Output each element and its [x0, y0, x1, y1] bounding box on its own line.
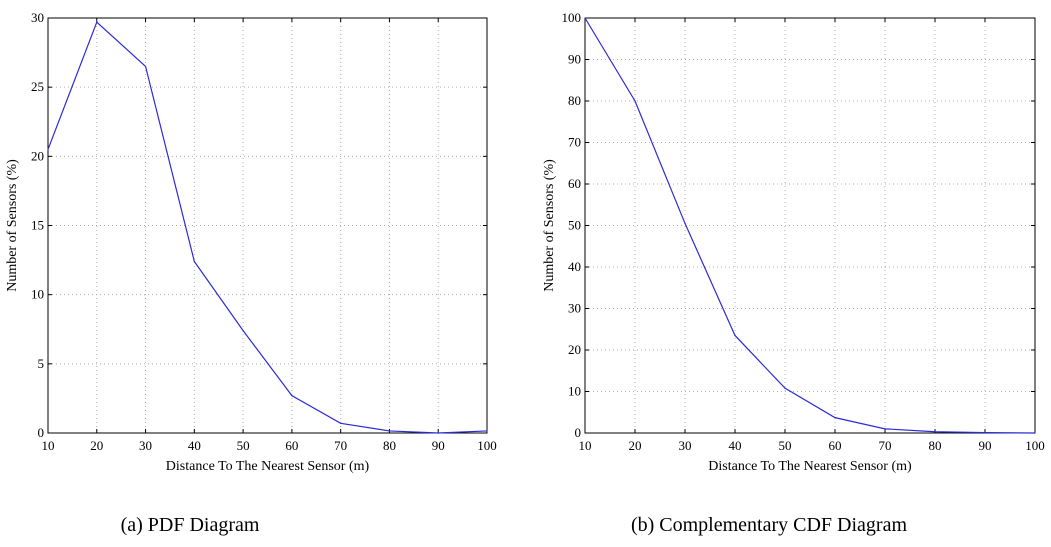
y-tick-label: 60	[568, 176, 581, 191]
x-tick-label: 40	[188, 438, 201, 453]
x-axis-label: Distance To The Nearest Sensor (m)	[708, 459, 912, 474]
plot-frame	[47, 17, 488, 434]
y-axis-label: Number of Sensors (%)	[542, 159, 557, 292]
x-tick-label: 80	[383, 438, 396, 453]
y-tick-label: 40	[568, 259, 581, 274]
y-tick-label: 25	[31, 79, 44, 94]
data-point	[47, 148, 49, 151]
y-tick-label: 20	[31, 148, 44, 163]
x-tick-label: 20	[90, 438, 103, 453]
y-tick-label: 5	[38, 356, 45, 371]
data-point	[437, 432, 439, 434]
y-tick-label: 100	[562, 10, 582, 25]
y-tick-label: 50	[568, 218, 581, 233]
data-point	[242, 330, 244, 332]
x-tick-label: 70	[879, 438, 892, 453]
x-tick-label: 100	[477, 438, 497, 453]
x-tick-label: 10	[579, 438, 592, 453]
x-tick-label: 10	[42, 438, 55, 453]
data-point	[884, 428, 886, 430]
x-tick-label: 50	[779, 438, 792, 453]
x-tick-label: 80	[929, 438, 942, 453]
series-line	[47, 21, 488, 434]
data-point	[144, 65, 147, 68]
figure-caption: (a) PDF Diagram	[121, 514, 260, 536]
pdf-chart: 10 20 30 40 50 60 70 80 90 100 0 5 10 15 20 25 30 Distanc…	[5, 10, 497, 536]
ccdf-chart: 10 20 30 40 50 60 70 80 90 1000102030405060708090…	[542, 10, 1045, 536]
y-tick-label: 10	[568, 384, 581, 399]
x-tick-label: 90	[432, 438, 445, 453]
data-point	[291, 395, 293, 397]
data-point	[734, 334, 736, 337]
y-tick-label: 20	[568, 342, 581, 357]
y-tick-label: 30	[31, 10, 44, 25]
x-tick-label: 30	[139, 438, 152, 453]
x-tick-label: 60	[829, 438, 842, 453]
y-tick-label: 15	[31, 218, 44, 233]
x-tick-label: 60	[285, 438, 298, 453]
data-point	[388, 430, 391, 432]
data-point	[96, 21, 98, 23]
series-line	[584, 17, 1036, 434]
figure-caption: (b) Complementary CDF Diagram	[631, 514, 907, 536]
x-tick-label: 90	[979, 438, 992, 453]
y-tick-label: 0	[38, 425, 45, 440]
data-point	[834, 417, 836, 419]
data-point	[340, 422, 342, 424]
x-tick-label: 30	[679, 438, 692, 453]
x-tick-label: 100	[1025, 438, 1045, 453]
y-tick-label: 30	[568, 301, 581, 316]
data-point	[1034, 432, 1036, 434]
data-point	[634, 100, 636, 102]
data-point	[784, 387, 786, 389]
data-point	[584, 17, 586, 19]
x-tick-label: 20	[629, 438, 642, 453]
y-tick-label: 0	[575, 425, 582, 440]
x-axis-label: Distance To The Nearest Sensor (m)	[166, 459, 370, 474]
y-tick-label: 70	[568, 135, 581, 150]
x-tick-label: 70	[334, 438, 347, 453]
data-point	[684, 222, 686, 225]
data-point	[193, 260, 195, 263]
y-tick-label: 10	[31, 287, 44, 302]
x-tick-label: 40	[729, 438, 742, 453]
x-tick-label: 50	[237, 438, 250, 453]
data-point	[984, 431, 986, 434]
y-tick-label: 90	[568, 52, 581, 67]
data-point	[934, 431, 936, 433]
data-point	[486, 430, 488, 432]
y-axis-label: Number of Sensors (%)	[5, 159, 20, 292]
y-tick-label: 80	[568, 93, 581, 108]
